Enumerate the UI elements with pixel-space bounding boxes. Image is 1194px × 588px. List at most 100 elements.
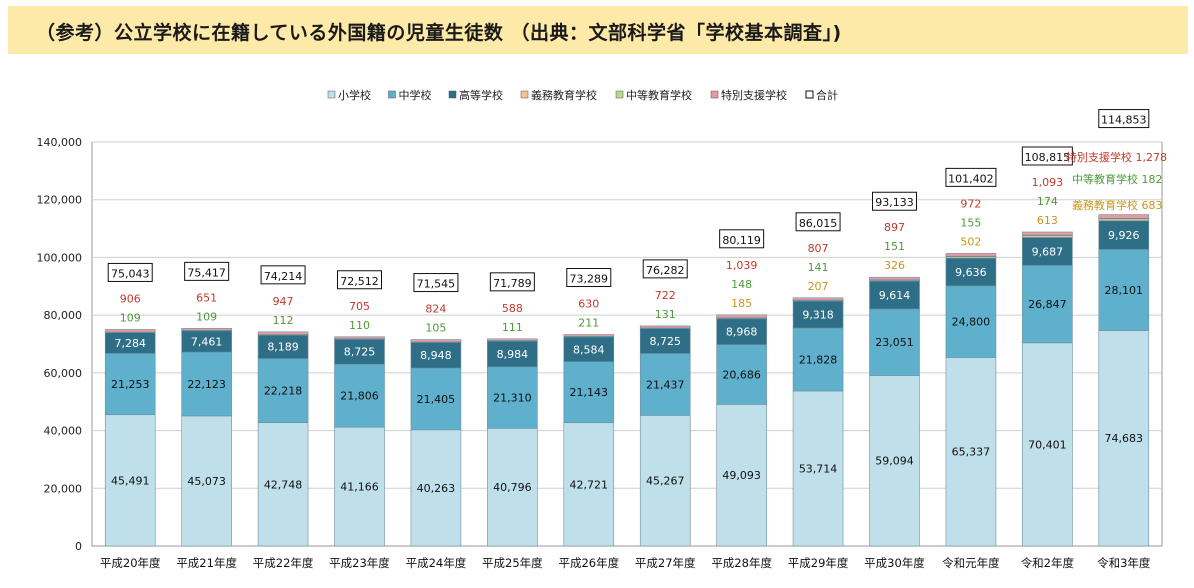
total-box: [566, 268, 612, 288]
bar-segment-special_support: [716, 314, 767, 319]
data-label-compulsory: 502: [960, 235, 981, 248]
bar-segment-junior_high: [181, 351, 232, 417]
data-label-special-support: 972: [960, 197, 981, 210]
data-label-secondary: 174: [1037, 195, 1058, 208]
total-label: 73,289: [570, 273, 609, 286]
gridlines: [91, 141, 1163, 547]
data-label-high_school: 9,614: [879, 289, 911, 302]
total-box: [719, 229, 765, 249]
y-tick-label: 60,000: [44, 367, 83, 380]
x-tick-label: 平成29年度: [788, 556, 849, 570]
x-tick-label: 令和元年度: [942, 556, 1000, 570]
legend-label-total: 合計: [816, 88, 838, 102]
data-label-elementary: 65,337: [952, 446, 991, 459]
data-label-junior_high: 23,051: [875, 336, 914, 349]
x-tick-label: 平成20年度: [100, 556, 161, 570]
bar-segment-high_school: [716, 318, 767, 345]
total-box: [260, 265, 306, 285]
bar-segment-high_school: [639, 328, 691, 354]
legend-swatch-high_school: [448, 90, 457, 99]
total-label: 108,815: [1025, 151, 1071, 164]
data-label-high_school: 8,725: [649, 335, 681, 348]
data-label-junior_high: 21,828: [799, 354, 838, 367]
x-tick-label: 令和2年度: [1021, 556, 1075, 570]
total-box: [337, 270, 382, 290]
bar-segment-special_support: [1098, 214, 1150, 219]
total-label: 75,043: [111, 267, 150, 280]
data-label-special-support: 651: [196, 291, 217, 304]
data-label-high_school: 8,584: [573, 343, 605, 356]
bar-segment-elementary: [716, 404, 767, 547]
data-label-secondary: 105: [425, 322, 446, 335]
bar-segment-special_support: [104, 329, 156, 333]
data-label-special-support: 722: [655, 289, 676, 302]
data-label-secondary: 109: [196, 310, 217, 323]
legend-label-secondary: 中等教育学校: [626, 88, 692, 102]
data-label-elementary: 42,721: [570, 478, 609, 491]
data-label-junior_high: 22,123: [187, 378, 226, 391]
legend-swatch-junior_high: [388, 90, 396, 99]
bar-segment-high_school: [1022, 237, 1073, 266]
total-label: 74,214: [264, 270, 303, 283]
data-label-junior_high: 21,143: [570, 386, 609, 399]
data-label-secondary: 109: [120, 311, 141, 324]
bar-segment-elementary: [487, 427, 538, 547]
data-label-special-support: 824: [425, 303, 446, 316]
bar-segment-special_support: [487, 338, 538, 341]
data-label-special-support: 1,039: [726, 259, 758, 272]
bar-segment-special_support: [257, 331, 309, 335]
x-tick-label: 平成26年度: [558, 556, 619, 570]
bar-segment-elementary: [563, 422, 615, 547]
data-label-junior_high: 21,806: [340, 390, 379, 403]
bar-segment-special_support: [792, 297, 844, 301]
data-label-high_school: 8,968: [726, 326, 758, 339]
bar-segment-junior_high: [1022, 265, 1073, 344]
data-label-junior_high: 28,101: [1105, 284, 1144, 297]
data-label-special-support: 906: [120, 292, 141, 305]
data-label-high_school: 8,725: [344, 346, 376, 359]
data-label-elementary: 42,748: [264, 478, 303, 491]
bar-segment-junior_high: [563, 361, 615, 424]
data-label-junior_high: 21,437: [646, 378, 685, 391]
total-label: 101,402: [948, 172, 994, 185]
x-tick-label: 平成23年度: [329, 556, 390, 570]
legend-label-junior_high: 中学校: [399, 88, 432, 102]
data-label-elementary: 70,401: [1028, 438, 1067, 451]
legend-swatch-secondary: [615, 90, 624, 99]
legend-label-compulsory: 義務教育学校: [531, 88, 597, 102]
data-label-junior_high: 20,686: [722, 368, 761, 381]
data-label-secondary: 112: [273, 314, 294, 327]
data-label-secondary: 151: [884, 240, 905, 253]
bar-segment-elementary: [792, 390, 844, 547]
data-label-high_school: 8,984: [497, 348, 529, 361]
data-label-elementary: 45,073: [187, 475, 226, 488]
total-box: [795, 212, 841, 232]
data-label-secondary: 155: [960, 216, 981, 229]
data-label-special-support: 897: [884, 221, 905, 234]
total-label: 71,789: [493, 277, 532, 290]
legend-swatch-special_support: [710, 90, 719, 99]
data-label-elementary: 45,267: [646, 475, 685, 488]
bar-segment-elementary: [104, 414, 156, 547]
data-label-secondary: 148: [731, 278, 752, 291]
data-label-secondary: 141: [808, 261, 829, 274]
data-label-secondary: 111: [502, 321, 523, 334]
total-label: 72,512: [340, 275, 379, 288]
x-tick-label: 平成24年度: [406, 556, 467, 570]
x-tick-label: 令和3年度: [1097, 556, 1151, 570]
legend-label-high_school: 高等学校: [459, 88, 503, 102]
data-label-junior_high: 21,310: [493, 392, 532, 405]
data-label-special-support: 630: [578, 298, 599, 311]
bar-segment-elementary: [1022, 342, 1073, 547]
data-label-junior_high: 21,253: [111, 378, 150, 391]
y-tick-label: 100,000: [37, 251, 83, 264]
bar-segment-junior_high: [334, 363, 385, 428]
bar-segment-elementary: [334, 426, 385, 547]
legend-label-special_support: 特別支援学校: [721, 88, 787, 102]
data-label-secondary: 211: [578, 317, 599, 330]
data-label-elementary: 59,094: [875, 455, 914, 468]
data-label-high_school: 9,636: [955, 266, 987, 279]
x-tick-label: 平成30年度: [864, 556, 925, 570]
data-label-special-support: 807: [808, 242, 829, 255]
